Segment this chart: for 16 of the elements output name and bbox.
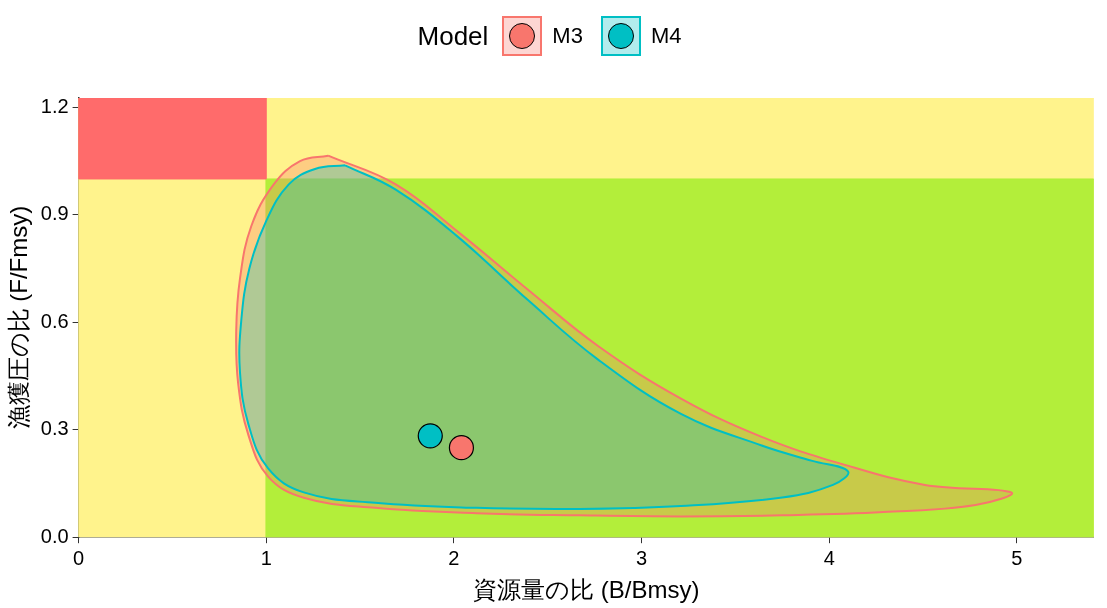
x-tick-label: 1 xyxy=(260,546,272,569)
y-tick-label: 0.6 xyxy=(40,309,69,332)
x-axis-title: 資源量の比 (B/Bmsy) xyxy=(473,576,700,604)
x-tick-label: 3 xyxy=(636,546,648,569)
x-tick-label: 2 xyxy=(448,546,460,569)
x-tick-label: 0 xyxy=(73,546,85,569)
y-tick-label: 0.0 xyxy=(40,524,69,547)
x-tick-label: 4 xyxy=(823,546,835,569)
legend-title: Model xyxy=(417,20,489,52)
y-tick-label: 1.2 xyxy=(40,94,69,117)
y-tick-label: 0.3 xyxy=(40,417,69,440)
legend-label: M4 xyxy=(650,23,682,49)
legend-label: M3 xyxy=(552,23,583,49)
x-tick-label: 5 xyxy=(1011,546,1023,569)
y-tick-label: 0.9 xyxy=(40,202,69,225)
y-axis-title: 漁獲圧の比 (F/Fmsy) xyxy=(5,205,33,430)
